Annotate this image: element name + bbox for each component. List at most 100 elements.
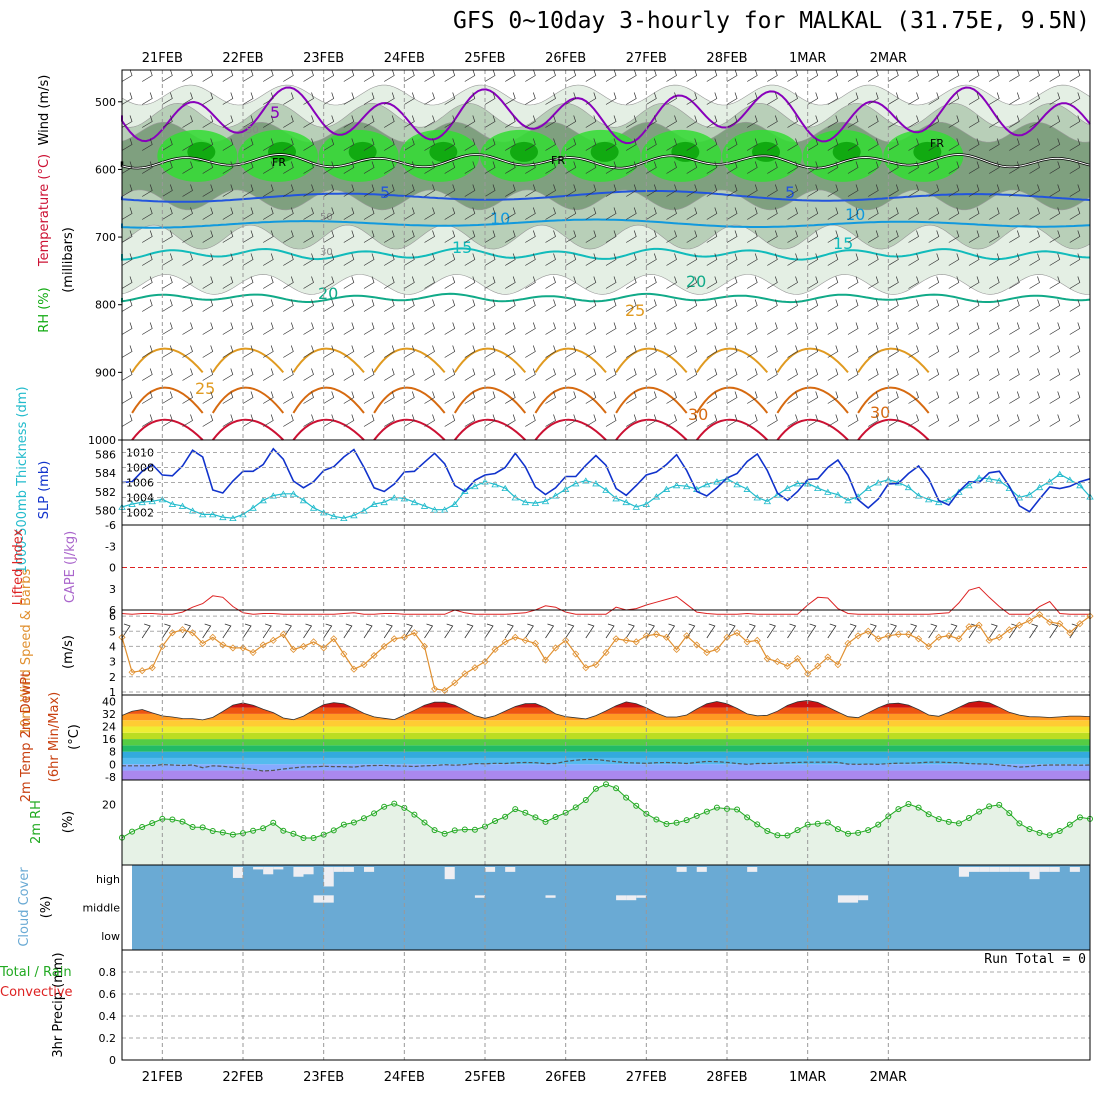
wind-barb [484, 414, 496, 427]
run-total: Run Total = 0 [984, 952, 1086, 967]
wind-barb [968, 299, 980, 312]
wind-barb [686, 368, 698, 381]
temp-band-9 [122, 713, 1090, 721]
wind-barb [646, 207, 657, 220]
wind-barb [968, 115, 980, 128]
wind-barb [363, 414, 375, 427]
label-10m-wind-unit: (m/s) [61, 635, 76, 669]
wind-barb [384, 368, 395, 381]
rh2m-point [129, 828, 136, 835]
wind-barb [162, 92, 173, 105]
wind-barb [545, 207, 556, 220]
wind-barb [444, 230, 456, 243]
rh2m-point [199, 824, 206, 831]
wind-barb [767, 368, 778, 381]
wind-barb [868, 207, 879, 220]
rh2m-point [865, 827, 872, 834]
temp-band-4 [122, 745, 1090, 752]
wind-barb [787, 322, 798, 335]
wind-barb [505, 207, 516, 220]
thickness-point [209, 511, 217, 518]
wind-barb [222, 276, 234, 289]
date-bottom: 28FEB [706, 1070, 747, 1085]
wind-barb [263, 92, 274, 105]
wind-barb [363, 184, 375, 197]
wind-barb [948, 391, 960, 404]
wind-barb [1009, 92, 1020, 105]
wind-barb [989, 276, 1000, 289]
label-cape: CAPE (J/kg) [63, 531, 78, 603]
rh2m-point [552, 814, 559, 821]
cloud-clear-high [1019, 867, 1030, 872]
wind-barb [888, 92, 899, 105]
cloud-clear-high [293, 867, 304, 877]
wind-speed-point [915, 635, 923, 643]
wind-speed-point [1036, 610, 1044, 619]
wind-barb [989, 92, 1000, 105]
wind-barb [626, 115, 637, 128]
wind-barb [948, 207, 960, 220]
wind-barb [1009, 69, 1020, 82]
wind-barb [525, 207, 536, 220]
wind-barb [424, 253, 435, 266]
thickness-point [612, 495, 620, 502]
wind-barb [626, 368, 637, 381]
wind-barb [747, 299, 758, 312]
thickness-point [602, 486, 610, 493]
wind-barb [545, 322, 556, 335]
wind-barb [585, 322, 597, 335]
wind-barb [343, 276, 355, 289]
wind-barb [948, 253, 960, 266]
wind-barb [726, 69, 738, 82]
wind-speed-point [723, 633, 731, 641]
rh2m-point [532, 814, 539, 821]
wind-barb [121, 207, 133, 220]
wind-barb [565, 69, 577, 82]
wind-barb [747, 92, 758, 105]
rh2m-point [683, 817, 690, 824]
rh2m-point [1076, 814, 1083, 821]
wind-speed-point [370, 651, 378, 660]
wind-barb [182, 299, 193, 312]
wind-barb [484, 115, 496, 128]
cloud-clear-high [263, 867, 274, 875]
wind-barb [706, 391, 718, 404]
wind-barb [343, 414, 355, 427]
surface-wind-barb [948, 623, 958, 639]
wind-barb [404, 322, 415, 335]
wind-barb [626, 414, 637, 427]
thickness-point [924, 496, 933, 503]
wind-barb [202, 368, 214, 381]
wind-barb [121, 92, 133, 105]
wind-barb [424, 92, 435, 105]
wind-barb [384, 161, 395, 174]
thickness-point [420, 502, 429, 509]
wind-barb [444, 161, 456, 174]
wind-barb [303, 414, 314, 427]
wind-speed-point [138, 667, 146, 675]
date-bottom: 22FEB [222, 1070, 263, 1085]
wind-speed-point [985, 636, 993, 644]
rh2m-point [955, 820, 962, 827]
wind-barb [182, 276, 193, 289]
wind-barb [787, 253, 798, 266]
wind-barb [787, 299, 798, 312]
dewpoint-line [122, 758, 1091, 772]
rh2m-point [663, 821, 670, 828]
wind-barb [868, 92, 879, 105]
wind-barb [807, 368, 819, 381]
cloud-clear-high [999, 867, 1010, 872]
wind-barb [323, 138, 335, 151]
wind-barb [202, 276, 214, 289]
cloud-clear-middle [616, 895, 627, 901]
thickness-point [410, 498, 419, 506]
wind-barb [121, 276, 133, 289]
wind-barb [989, 69, 1000, 82]
rh2m-point [391, 800, 398, 807]
cloud-clear-middle [313, 895, 324, 903]
wind-barb [686, 92, 698, 105]
thickness-point [713, 478, 721, 485]
wind-barb [847, 322, 859, 335]
wind-barb [363, 207, 375, 220]
wind-speed-point [582, 664, 590, 672]
